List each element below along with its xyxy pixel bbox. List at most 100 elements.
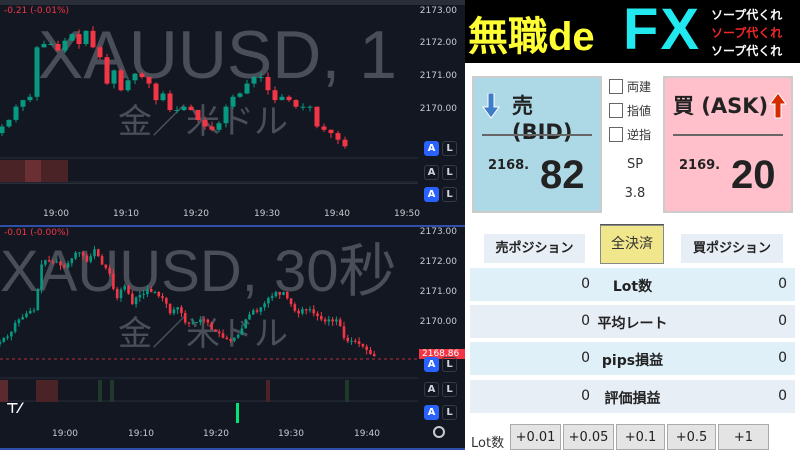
log-scale-button[interactable]: L bbox=[442, 357, 457, 372]
auto-scale-button[interactable]: A bbox=[424, 141, 439, 156]
chart-1min[interactable]: XAUUSD, 1 金／米ドル -0.21 (-0.01%) 2173.00 2… bbox=[0, 0, 465, 225]
auto-scale-button[interactable]: A bbox=[424, 357, 439, 372]
sell-value: 0 bbox=[581, 350, 590, 366]
candle bbox=[108, 267, 111, 274]
chart-30sec[interactable]: XAUUSD, 30秒 金／米ドル -0.01 (-0.00%) 2173.00… bbox=[0, 225, 465, 450]
buy-position-button[interactable]: 買ポジション bbox=[681, 234, 783, 263]
candle bbox=[85, 255, 89, 262]
settings-icon[interactable] bbox=[433, 426, 445, 438]
log-scale-button[interactable]: L bbox=[442, 141, 457, 156]
auto-scale-button[interactable]: A bbox=[424, 165, 439, 180]
log-scale-button[interactable]: L bbox=[442, 165, 457, 180]
checkbox-label: 両建 bbox=[627, 80, 652, 94]
candle bbox=[328, 129, 334, 134]
checkbox-label: 逆指 bbox=[627, 128, 652, 142]
log-scale-button[interactable]: L bbox=[442, 382, 457, 397]
candle bbox=[214, 329, 217, 332]
arrow-down-icon bbox=[482, 93, 500, 119]
time-tick: 19:50 bbox=[394, 209, 420, 219]
candle bbox=[286, 96, 292, 101]
time-tick: 19:20 bbox=[203, 429, 229, 439]
candle bbox=[233, 337, 236, 341]
candle bbox=[13, 106, 19, 120]
trade-panel: 無職de FX ソープ代くれ ソープ代くれ ソープ代くれ 売 (BID) 216… bbox=[465, 0, 800, 451]
ask-price-dec: 20 bbox=[731, 153, 776, 197]
indicator-bar bbox=[0, 183, 418, 184]
candle bbox=[41, 44, 47, 48]
auto-scale-button[interactable]: A bbox=[424, 405, 439, 420]
stop-checkbox[interactable]: 逆指 bbox=[609, 126, 651, 143]
candles-30sec bbox=[0, 245, 418, 423]
candle bbox=[165, 298, 168, 304]
sell-value: 0 bbox=[581, 276, 590, 292]
logo-sub: ソープ代くれ bbox=[711, 8, 783, 22]
candle bbox=[134, 297, 138, 305]
logo-sub: ソープ代くれ bbox=[711, 26, 783, 40]
candle bbox=[146, 77, 152, 84]
row-label: 評価損益 bbox=[604, 391, 661, 407]
close-all-button[interactable]: 全決済 bbox=[600, 225, 664, 264]
row-label: Lot数 bbox=[612, 279, 653, 295]
candle bbox=[153, 83, 159, 101]
lot-add-button[interactable]: +0.5 bbox=[667, 424, 716, 450]
candle bbox=[210, 322, 213, 330]
candle bbox=[112, 273, 115, 289]
candle bbox=[289, 298, 293, 305]
candle bbox=[6, 336, 9, 338]
candle bbox=[55, 44, 61, 51]
candle bbox=[146, 288, 149, 295]
candle bbox=[258, 77, 264, 78]
candle bbox=[338, 319, 342, 327]
candle bbox=[307, 106, 313, 108]
candle bbox=[244, 319, 247, 329]
candle bbox=[285, 292, 289, 299]
candle bbox=[217, 331, 221, 334]
candle bbox=[160, 93, 166, 101]
time-tick: 19:40 bbox=[324, 209, 350, 219]
candle bbox=[174, 110, 180, 111]
lot-add-button[interactable]: +0.05 bbox=[563, 424, 614, 450]
time-tick: 19:40 bbox=[354, 429, 380, 439]
candle bbox=[206, 319, 210, 323]
candle bbox=[180, 307, 183, 314]
log-scale-button[interactable]: L bbox=[442, 187, 457, 202]
candle bbox=[187, 322, 191, 324]
arrow-up-icon bbox=[769, 93, 787, 119]
log-scale-button[interactable]: L bbox=[442, 405, 457, 420]
candle bbox=[293, 100, 299, 107]
auto-scale-button[interactable]: A bbox=[424, 187, 439, 202]
candle bbox=[20, 100, 26, 107]
ask-label: 買 (ASK) bbox=[673, 94, 769, 118]
candle bbox=[223, 106, 229, 124]
candle bbox=[327, 319, 331, 322]
auto-scale-button[interactable]: A bbox=[424, 382, 439, 397]
candle bbox=[125, 80, 131, 91]
lot-add-button[interactable]: +0.1 bbox=[616, 424, 665, 450]
candle bbox=[44, 260, 47, 265]
candle bbox=[115, 288, 119, 299]
candle bbox=[123, 285, 127, 290]
lot-add-button[interactable]: +1 bbox=[718, 424, 769, 450]
candle bbox=[81, 252, 85, 256]
ask-button[interactable]: 買 (ASK) 2169. 20 bbox=[663, 76, 793, 213]
bid-button[interactable]: 売 (BID) 2168. 82 bbox=[472, 76, 602, 213]
row-label: 平均レート bbox=[597, 316, 668, 332]
candle bbox=[138, 295, 142, 298]
candle bbox=[111, 70, 117, 84]
candle bbox=[10, 331, 13, 337]
sell-position-button[interactable]: 売ポジション bbox=[484, 234, 585, 263]
candle bbox=[97, 47, 103, 58]
hedge-checkbox[interactable]: 両建 bbox=[609, 78, 651, 95]
time-tick: 19:00 bbox=[43, 209, 69, 219]
candle bbox=[139, 73, 145, 77]
time-tick: 19:10 bbox=[113, 209, 139, 219]
candle bbox=[272, 90, 278, 101]
candle bbox=[90, 30, 96, 48]
lot-add-button[interactable]: +0.01 bbox=[510, 424, 561, 450]
candle bbox=[267, 298, 270, 304]
tradingview-logo[interactable]: ⊤⁄ bbox=[6, 401, 22, 417]
chart-area[interactable]: XAUUSD, 1 金／米ドル -0.21 (-0.01%) 2173.00 2… bbox=[0, 0, 465, 450]
sell-value: 0 bbox=[581, 388, 590, 404]
candle bbox=[36, 288, 40, 311]
limit-checkbox[interactable]: 指値 bbox=[609, 102, 651, 119]
